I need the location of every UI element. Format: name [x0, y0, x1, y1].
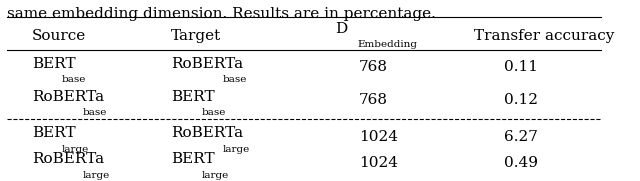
Text: base: base [83, 108, 108, 117]
Text: RoBERTa: RoBERTa [32, 90, 104, 104]
Text: 0.49: 0.49 [504, 156, 538, 170]
Text: RoBERTa: RoBERTa [171, 57, 243, 71]
Text: large: large [62, 145, 89, 153]
Text: large: large [202, 171, 228, 180]
Text: Source: Source [32, 29, 86, 43]
Text: BERT: BERT [171, 90, 214, 104]
Text: BERT: BERT [171, 152, 214, 167]
Text: base: base [62, 75, 86, 84]
Text: RoBERTa: RoBERTa [171, 126, 243, 140]
Text: RoBERTa: RoBERTa [32, 152, 104, 167]
Text: Transfer accuracy: Transfer accuracy [474, 29, 614, 43]
Text: Embedding: Embedding [358, 40, 418, 49]
Text: BERT: BERT [32, 57, 76, 71]
Text: BERT: BERT [32, 126, 76, 140]
Text: 768: 768 [359, 60, 388, 74]
Text: same embedding dimension. Results are in percentage.: same embedding dimension. Results are in… [8, 7, 436, 21]
Text: D: D [335, 22, 347, 36]
Text: large: large [222, 145, 250, 153]
Text: 1024: 1024 [359, 130, 398, 144]
Text: large: large [83, 171, 110, 180]
Text: base: base [202, 108, 226, 117]
Text: 0.12: 0.12 [504, 93, 538, 107]
Text: 1024: 1024 [359, 156, 398, 170]
Text: 6.27: 6.27 [504, 130, 538, 144]
Text: 0.11: 0.11 [504, 60, 538, 74]
Text: Target: Target [171, 29, 221, 43]
Text: 768: 768 [359, 93, 388, 107]
Text: base: base [222, 75, 246, 84]
